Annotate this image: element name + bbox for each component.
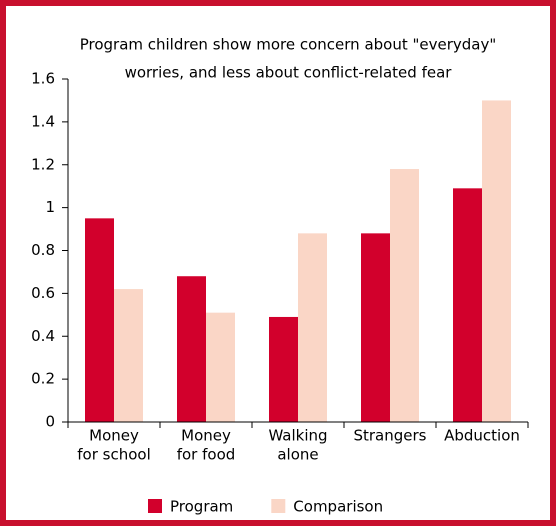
x-tick-label: for school	[77, 446, 150, 464]
chart-title: worries, and less about conflict-related…	[125, 64, 453, 82]
x-tick-label: Abduction	[444, 427, 520, 445]
bar	[482, 100, 511, 422]
legend-swatch	[271, 499, 286, 513]
bar	[453, 188, 482, 422]
y-tick-label: 0.8	[31, 241, 55, 259]
y-tick-label: 0	[45, 413, 55, 431]
chart-title: Program children show more concern about…	[80, 36, 497, 54]
y-tick-label: 0.4	[31, 327, 55, 345]
x-tick-label: Walking	[268, 427, 327, 445]
x-tick-label: for food	[177, 446, 236, 464]
x-tick-label: Strangers	[353, 427, 426, 445]
bar	[298, 233, 327, 422]
x-tick-label: Money	[89, 427, 139, 445]
y-tick-label: 1.4	[31, 112, 55, 130]
x-tick-label: alone	[277, 446, 318, 464]
y-tick-label: 1	[45, 198, 55, 216]
y-tick-label: 0.2	[31, 370, 55, 388]
bar	[390, 169, 419, 422]
bar	[361, 233, 390, 422]
bar	[85, 218, 114, 422]
y-tick-label: 1.6	[31, 70, 55, 88]
bar	[269, 316, 298, 422]
bar	[206, 312, 235, 422]
legend-label: Comparison	[293, 498, 383, 516]
legend-label: Program	[170, 498, 233, 516]
bar	[114, 289, 143, 422]
legend-swatch	[148, 499, 162, 513]
bar	[177, 276, 206, 422]
y-tick-label: 0.6	[31, 284, 55, 302]
y-tick-label: 1.2	[31, 155, 55, 173]
x-tick-label: Money	[181, 427, 231, 445]
